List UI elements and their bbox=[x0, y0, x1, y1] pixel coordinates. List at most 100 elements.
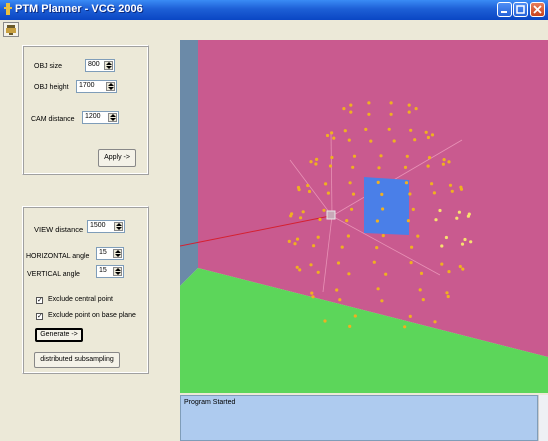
light-point bbox=[469, 240, 473, 244]
vertical-angle-value: 15 bbox=[99, 267, 107, 274]
minimize-icon bbox=[501, 11, 507, 13]
light-point bbox=[299, 216, 303, 220]
toolbar-tool-button[interactable] bbox=[3, 22, 19, 37]
maximize-button[interactable] bbox=[513, 2, 528, 17]
apply-button[interactable]: Apply -> bbox=[98, 149, 136, 167]
light-point bbox=[309, 263, 313, 267]
light-point bbox=[458, 264, 462, 269]
light-point bbox=[349, 110, 353, 114]
light-point bbox=[364, 127, 368, 131]
light-point bbox=[411, 207, 415, 211]
light-point bbox=[314, 162, 318, 166]
light-point bbox=[414, 107, 418, 111]
light-point bbox=[389, 112, 393, 116]
light-point bbox=[323, 319, 327, 323]
minimize-button[interactable] bbox=[497, 2, 512, 17]
light-point bbox=[312, 244, 316, 248]
obj-height-value: 1700 bbox=[79, 82, 95, 89]
light-point bbox=[392, 139, 396, 143]
horizontal-angle-value: 15 bbox=[99, 249, 107, 256]
light-point bbox=[351, 192, 356, 196]
spinner-icon[interactable] bbox=[106, 82, 115, 91]
light-point bbox=[377, 166, 381, 170]
light-point bbox=[421, 298, 425, 302]
exclude-base-label: Exclude point on base plane bbox=[48, 312, 136, 319]
light-point bbox=[345, 219, 349, 223]
light-point bbox=[347, 272, 351, 276]
light-point bbox=[324, 182, 328, 186]
horizontal-angle-input[interactable]: 15 bbox=[96, 247, 124, 260]
light-point bbox=[309, 160, 313, 164]
light-point bbox=[351, 165, 355, 169]
spinner-icon[interactable] bbox=[108, 113, 117, 122]
light-point bbox=[413, 138, 417, 142]
light-point bbox=[404, 181, 409, 185]
light-point bbox=[387, 127, 391, 131]
exclude-central-label: Exclude central point bbox=[48, 296, 113, 303]
light-point bbox=[441, 162, 445, 166]
light-point bbox=[430, 133, 435, 137]
light-point bbox=[381, 207, 385, 211]
light-point bbox=[336, 261, 341, 265]
cam-distance-input[interactable]: 1200 bbox=[82, 111, 119, 124]
light-point bbox=[350, 207, 354, 211]
light-point bbox=[409, 261, 413, 265]
spinner-icon[interactable] bbox=[113, 249, 122, 258]
obj-height-input[interactable]: 1700 bbox=[76, 80, 117, 93]
vertical-angle-input[interactable]: 15 bbox=[96, 265, 124, 278]
view-distance-input[interactable]: 1500 bbox=[87, 220, 125, 233]
obj-size-value: 800 bbox=[88, 61, 100, 68]
light-point bbox=[447, 160, 451, 164]
light-point bbox=[316, 235, 320, 239]
light-point bbox=[466, 214, 470, 218]
spinner-icon[interactable] bbox=[114, 222, 123, 231]
obj-size-label: OBJ size bbox=[34, 63, 63, 70]
obj-size-input[interactable]: 800 bbox=[85, 59, 115, 72]
light-point bbox=[301, 210, 305, 214]
light-point bbox=[335, 288, 339, 292]
light-point bbox=[461, 267, 465, 271]
scene-canvas[interactable] bbox=[180, 40, 548, 393]
3d-viewport[interactable] bbox=[180, 40, 548, 393]
light-point bbox=[442, 158, 446, 162]
light-point bbox=[310, 291, 314, 295]
light-point bbox=[406, 219, 410, 223]
light-point bbox=[460, 242, 465, 246]
light-point bbox=[287, 239, 291, 243]
cam-distance-label: CAM distance bbox=[31, 116, 75, 123]
light-point bbox=[342, 107, 346, 111]
light-point bbox=[408, 192, 412, 196]
console-scrollbar[interactable] bbox=[538, 395, 548, 441]
light-point bbox=[348, 324, 352, 328]
light-point bbox=[332, 136, 336, 140]
close-button[interactable] bbox=[530, 2, 545, 17]
object-settings-group: OBJ size 800 OBJ height 1700 CAM distanc… bbox=[22, 45, 149, 175]
light-point bbox=[455, 216, 459, 220]
light-point bbox=[379, 154, 383, 158]
light-point bbox=[450, 189, 454, 193]
exclude-base-checkbox[interactable]: ✓ bbox=[36, 313, 43, 320]
distributed-subsampling-button[interactable]: distributed subsampling bbox=[34, 352, 120, 368]
light-point bbox=[376, 180, 380, 184]
light-point bbox=[418, 288, 422, 292]
light-point bbox=[295, 265, 299, 269]
exclude-central-checkbox[interactable]: ✓ bbox=[36, 297, 43, 304]
light-point bbox=[293, 242, 297, 246]
camera-ray bbox=[180, 215, 331, 247]
spinner-icon[interactable] bbox=[113, 267, 122, 276]
light-point bbox=[440, 244, 444, 248]
light-point bbox=[446, 294, 450, 299]
spinner-icon[interactable] bbox=[104, 61, 113, 70]
light-point bbox=[432, 191, 436, 195]
light-point bbox=[375, 219, 379, 223]
toolbar-tool-icon bbox=[6, 25, 16, 35]
light-point bbox=[348, 181, 352, 185]
light-point bbox=[389, 101, 393, 105]
generate-button[interactable]: Generate -> bbox=[35, 328, 83, 342]
light-point bbox=[419, 271, 424, 275]
light-point bbox=[367, 101, 371, 105]
view-settings-group: VIEW distance 1500 HORIZONTAL angle 15 V… bbox=[22, 206, 149, 374]
light-point bbox=[433, 320, 437, 324]
light-point bbox=[447, 270, 451, 274]
light-point bbox=[353, 314, 357, 318]
